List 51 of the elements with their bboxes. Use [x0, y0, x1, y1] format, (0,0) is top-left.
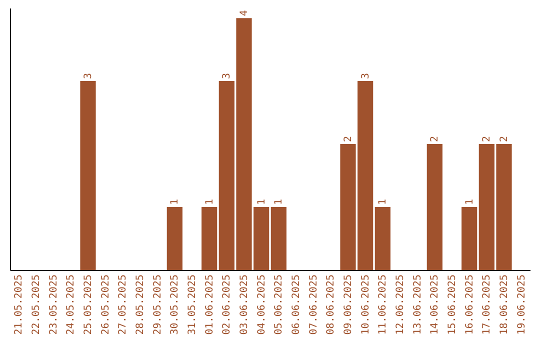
data-label: 1	[256, 198, 268, 206]
x-tick-label: 15.06.2025	[447, 274, 458, 335]
x-tick-label: 02.06.2025	[222, 274, 233, 335]
x-tick-label: 21.05.2025	[14, 274, 25, 335]
x-tick-label: 07.06.2025	[308, 274, 320, 335]
data-label: 1	[378, 198, 389, 206]
x-tick-label: 22.05.2025	[31, 274, 42, 335]
x-tick-label: 27.05.2025	[118, 274, 129, 335]
data-label: 1	[274, 198, 285, 206]
x-tick-label: 29.05.2025	[152, 274, 164, 335]
data-label: 1	[464, 198, 476, 206]
bar	[462, 207, 478, 270]
data-label: 3	[360, 73, 372, 80]
x-tick-label: 24.05.2025	[66, 274, 77, 335]
data-label: 3	[222, 73, 233, 80]
x-tick-label: 16.06.2025	[464, 274, 476, 335]
x-tick-label: 25.05.2025	[83, 274, 94, 335]
x-tick-label: 31.05.2025	[187, 274, 198, 335]
x-tick-label: 30.05.2025	[170, 274, 181, 335]
x-tick-label: 01.06.2025	[204, 274, 216, 335]
data-label: 1	[170, 198, 181, 206]
x-tick-label: 09.06.2025	[343, 274, 354, 335]
x-tick-label: 03.06.2025	[239, 274, 250, 335]
x-tick-label: 13.06.2025	[412, 274, 424, 335]
x-tick-label: 10.06.2025	[360, 274, 372, 335]
x-tick-label: 14.06.2025	[430, 274, 441, 335]
x-tick-label: 04.06.2025	[256, 274, 268, 335]
x-tick-label: 26.05.2025	[100, 274, 112, 335]
x-tick-label: 23.05.2025	[48, 274, 60, 335]
x-tick-label: 12.06.2025	[395, 274, 406, 335]
x-tick-label: 17.06.2025	[482, 274, 493, 335]
bar	[270, 207, 286, 270]
data-label: 3	[83, 73, 94, 80]
data-label: 2	[499, 136, 510, 142]
bar	[426, 144, 442, 270]
x-tick-label: 19.06.2025	[516, 274, 528, 335]
bar	[80, 81, 96, 270]
data-label: 2	[343, 136, 354, 142]
x-tick-label: 11.06.2025	[378, 274, 389, 335]
data-label: 2	[430, 136, 441, 142]
x-tick-label: 28.05.2025	[135, 274, 146, 335]
x-tick-label: 05.06.2025	[274, 274, 285, 335]
x-tick-label: 18.06.2025	[499, 274, 510, 335]
data-label: 2	[482, 136, 493, 142]
bar	[166, 207, 182, 270]
data-label: 4	[239, 10, 250, 16]
bar	[374, 207, 390, 270]
bar	[202, 207, 218, 270]
x-tick-label: 06.06.2025	[291, 274, 302, 335]
x-tick-label: 08.06.2025	[326, 274, 337, 335]
data-label: 1	[204, 198, 216, 206]
